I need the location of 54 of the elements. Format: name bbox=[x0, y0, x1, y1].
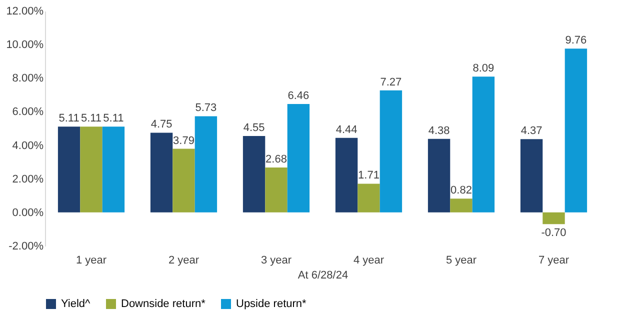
x-tick-label: 5 year bbox=[446, 254, 477, 266]
y-tick-label: 2.00% bbox=[12, 173, 44, 186]
bar bbox=[242, 136, 266, 212]
text: 9.76 bbox=[565, 34, 587, 47]
bar bbox=[380, 90, 402, 212]
y-tick-label: 6.00% bbox=[12, 106, 44, 118]
y-tick-label: 8.00% bbox=[12, 72, 44, 85]
text: 5.11 bbox=[58, 112, 80, 125]
x-tick-label: 1 year bbox=[76, 254, 107, 266]
y-tick-label: 0.00% bbox=[12, 206, 44, 219]
bar bbox=[520, 139, 543, 212]
x-tick-label: 7 year bbox=[538, 254, 570, 266]
bar bbox=[564, 48, 588, 212]
bar bbox=[428, 138, 450, 212]
legend-label: Yield^ bbox=[61, 298, 92, 310]
bar bbox=[335, 138, 358, 212]
text: 4.37 bbox=[520, 125, 542, 138]
text: 4.44 bbox=[336, 124, 358, 136]
y-tick-label: -2.00% bbox=[8, 240, 44, 252]
bar bbox=[287, 104, 310, 212]
text: 4.38 bbox=[428, 124, 450, 137]
x-tick-label: 2 year bbox=[168, 254, 200, 266]
text: 4.75 bbox=[150, 118, 172, 131]
text: 1.71 bbox=[358, 170, 380, 182]
bar bbox=[358, 184, 380, 212]
text: -0.70 bbox=[541, 227, 566, 240]
text: 5.11 bbox=[80, 112, 102, 125]
text: 4.55 bbox=[243, 122, 265, 134]
y-tick-label: 12.00% bbox=[6, 6, 44, 18]
text: 3.79 bbox=[173, 134, 194, 147]
legend-label: Downside return* bbox=[121, 298, 206, 310]
y-tick-label: 4.00% bbox=[12, 140, 44, 152]
bar bbox=[102, 126, 125, 212]
x-axis-title: At 6/28/24 bbox=[298, 270, 348, 282]
legend-label: Upside return* bbox=[236, 298, 308, 310]
bar bbox=[472, 76, 495, 212]
text: 5.11 bbox=[103, 112, 124, 125]
bar bbox=[450, 198, 472, 212]
x-tick-label: 4 year bbox=[353, 254, 384, 266]
y-tick-label: 10.00% bbox=[6, 39, 44, 52]
bar bbox=[265, 167, 288, 212]
x-tick-label: 3 year bbox=[260, 254, 292, 266]
text: 5.73 bbox=[195, 102, 217, 114]
bar bbox=[172, 148, 195, 212]
bar bbox=[80, 126, 102, 212]
text: 2.68 bbox=[266, 153, 287, 166]
text: 0.82 bbox=[450, 184, 472, 197]
bar bbox=[150, 132, 173, 212]
bar bbox=[542, 212, 565, 224]
text: 6.46 bbox=[288, 90, 310, 102]
text: 8.09 bbox=[472, 62, 494, 75]
bar bbox=[58, 126, 80, 212]
text: 7.27 bbox=[380, 76, 402, 88]
bar bbox=[194, 116, 218, 212]
